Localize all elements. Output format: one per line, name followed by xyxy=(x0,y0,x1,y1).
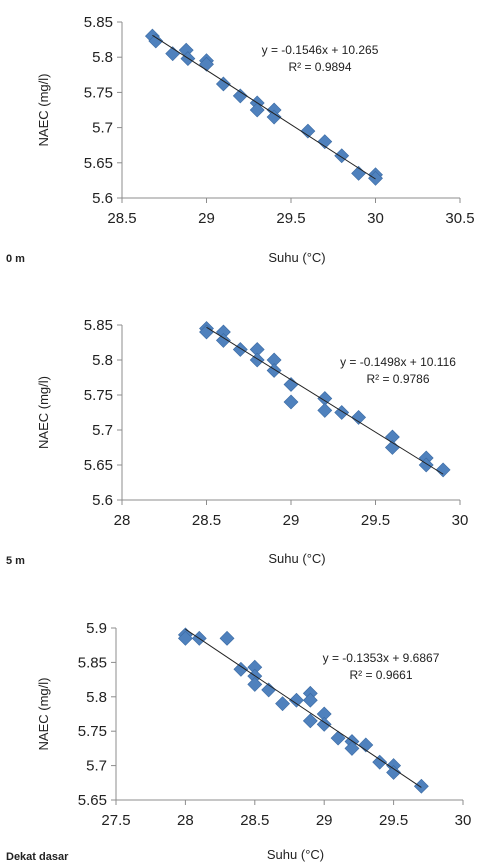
y-tick-label: 5.75 xyxy=(78,723,107,740)
x-tick-label: 29.5 xyxy=(361,512,390,529)
x-tick-label: 30.5 xyxy=(445,210,474,227)
x-tick-label: 29.5 xyxy=(379,812,408,829)
trendline xyxy=(152,34,376,180)
data-point xyxy=(266,109,282,125)
y-tick-label: 5.65 xyxy=(84,457,113,474)
data-point xyxy=(386,765,402,780)
data-point xyxy=(302,713,318,729)
data-point xyxy=(148,33,164,49)
data-point xyxy=(177,630,193,646)
depth-label: 5 m xyxy=(6,555,25,567)
y-tick-label: 5.75 xyxy=(84,84,113,101)
y-tick-label: 5.9 xyxy=(86,620,107,637)
y-tick-label: 5.7 xyxy=(86,758,107,775)
data-point xyxy=(266,363,282,378)
data-point xyxy=(233,661,249,677)
y-tick-label: 5.8 xyxy=(92,352,113,369)
data-point xyxy=(219,630,235,646)
data-point xyxy=(372,754,388,770)
chart-svg: 5.65 5.7 5.75 5.8 5.85 5.9 27.5 28 28.5 29 29.5 30 N… xyxy=(6,620,472,863)
x-tick-label: 28.5 xyxy=(107,210,136,227)
data-point xyxy=(344,740,360,756)
y-tick-label: 5.6 xyxy=(92,190,113,207)
trendline-equation: y = -0.1498x + 10.116 xyxy=(340,355,456,369)
depth-label: 0 m xyxy=(6,253,25,265)
trendline-equation: y = -0.1546x + 10.265 xyxy=(262,43,379,57)
data-point xyxy=(302,692,318,708)
x-tick-label: 29 xyxy=(316,812,333,829)
chart-panel-dekat-dasar: 5.65 5.7 5.75 5.8 5.85 5.9 27.5 28 28.5 29 29.5 30 N… xyxy=(0,578,499,866)
data-point xyxy=(215,332,231,348)
y-tick-label: 5.75 xyxy=(84,387,113,404)
chart-panel-0m: 5.6 5.65 5.7 5.75 5.8 5.85 28.5 29 29.5 30 30.5 NAE… xyxy=(0,0,499,288)
x-tick-label: 28.5 xyxy=(192,512,221,529)
chart-svg: 5.6 5.65 5.7 5.75 5.8 5.85 28 28.5 29 29.5 30 NAEC … xyxy=(6,317,469,567)
y-tick-label: 5.7 xyxy=(92,422,113,439)
data-point xyxy=(275,696,290,712)
x-axis-title: Suhu (°C) xyxy=(268,250,325,265)
x-tick-label: 28 xyxy=(114,512,131,529)
y-axis-title: NAEC (mg/l) xyxy=(36,376,51,449)
y-tick-label: 5.65 xyxy=(78,792,107,809)
y-tick-label: 5.8 xyxy=(92,49,113,66)
trendline xyxy=(206,326,444,475)
r-squared-label: R² = 0.9786 xyxy=(366,372,429,386)
y-axis-title: NAEC (mg/l) xyxy=(36,74,51,147)
x-axis-title: Suhu (°C) xyxy=(267,847,324,862)
trendline xyxy=(185,628,422,788)
data-point xyxy=(289,692,304,708)
y-tick-label: 5.85 xyxy=(84,14,113,31)
x-tick-label: 29.5 xyxy=(276,210,305,227)
data-point xyxy=(215,76,231,92)
data-point xyxy=(249,102,265,118)
data-point xyxy=(330,730,346,746)
y-tick-label: 5.8 xyxy=(86,689,107,706)
data-point xyxy=(358,737,374,753)
data-point xyxy=(283,394,299,410)
data-point xyxy=(232,342,248,357)
chart-svg: 5.6 5.65 5.7 5.75 5.8 5.85 28.5 29 29.5 30 30.5 NAE… xyxy=(6,14,475,265)
data-point xyxy=(247,676,263,692)
r-squared-label: R² = 0.9661 xyxy=(349,668,412,682)
y-tick-label: 5.6 xyxy=(92,492,113,509)
depth-label: Dekat dasar xyxy=(6,851,69,863)
y-tick-label: 5.65 xyxy=(84,155,113,172)
trendline-equation: y = -0.1353x + 9.6867 xyxy=(323,651,440,665)
data-point xyxy=(249,352,265,368)
data-point xyxy=(351,409,367,425)
y-axis-title: NAEC (mg/l) xyxy=(36,678,51,751)
x-tick-label: 29 xyxy=(198,210,215,227)
data-point xyxy=(232,88,248,104)
x-tick-label: 28 xyxy=(177,812,194,829)
x-tick-label: 29 xyxy=(283,512,300,529)
x-tick-label: 30 xyxy=(455,812,472,829)
x-axis-title: Suhu (°C) xyxy=(268,551,325,566)
data-point xyxy=(413,778,429,794)
data-point xyxy=(317,134,333,150)
y-tick-label: 5.85 xyxy=(84,317,113,334)
r-squared-label: R² = 0.9894 xyxy=(288,60,351,74)
x-tick-label: 30 xyxy=(367,210,384,227)
x-tick-label: 27.5 xyxy=(101,812,130,829)
chart-panel-5m: 5.6 5.65 5.7 5.75 5.8 5.85 28 28.5 29 29.5 30 NAEC … xyxy=(0,292,499,580)
x-tick-label: 30 xyxy=(452,512,469,529)
data-point xyxy=(317,402,333,418)
y-tick-label: 5.7 xyxy=(92,120,113,137)
x-tick-label: 28.5 xyxy=(240,812,269,829)
y-tick-label: 5.85 xyxy=(78,654,107,671)
data-point xyxy=(316,716,332,732)
data-point xyxy=(300,123,316,139)
data-point xyxy=(435,462,451,478)
